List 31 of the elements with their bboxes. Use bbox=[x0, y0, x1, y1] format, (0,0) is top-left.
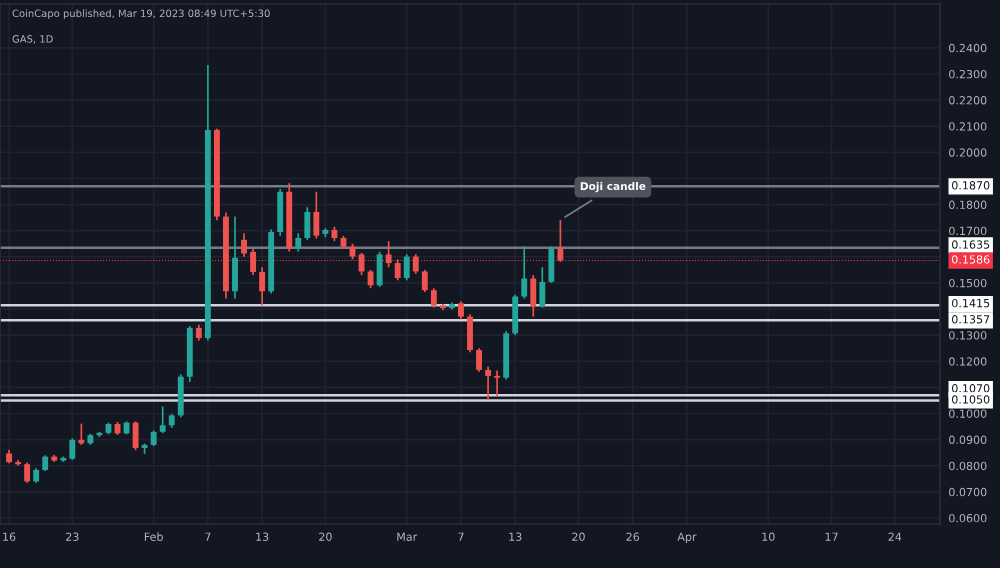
candlestick bbox=[78, 422, 85, 446]
candlestick bbox=[367, 269, 374, 289]
candlestick bbox=[512, 293, 519, 337]
candlestick bbox=[376, 250, 383, 288]
candlestick bbox=[132, 420, 139, 451]
candlestick bbox=[24, 461, 31, 484]
candlestick bbox=[394, 258, 401, 282]
candlestick bbox=[259, 266, 266, 307]
candlestick bbox=[277, 188, 284, 237]
candlestick bbox=[521, 245, 528, 300]
candlestick bbox=[557, 219, 564, 263]
candlestick bbox=[485, 365, 492, 401]
candlestick bbox=[539, 266, 546, 309]
candlestick bbox=[530, 274, 537, 318]
candlestick bbox=[412, 253, 419, 275]
candlestick bbox=[313, 190, 320, 240]
candlestick bbox=[385, 240, 392, 269]
candlestick bbox=[494, 369, 501, 398]
candlestick bbox=[403, 253, 410, 282]
candlestick bbox=[467, 313, 473, 353]
candlestick bbox=[159, 405, 166, 434]
candlestick bbox=[304, 206, 311, 241]
candlestick bbox=[458, 300, 464, 321]
candlestick bbox=[177, 373, 184, 419]
candlestick bbox=[232, 215, 238, 300]
candlestick bbox=[421, 269, 428, 293]
candlestick bbox=[476, 347, 482, 373]
candlestick bbox=[548, 245, 555, 284]
candlestick bbox=[503, 330, 510, 381]
candlestick bbox=[295, 232, 302, 253]
candlestick bbox=[430, 287, 437, 309]
